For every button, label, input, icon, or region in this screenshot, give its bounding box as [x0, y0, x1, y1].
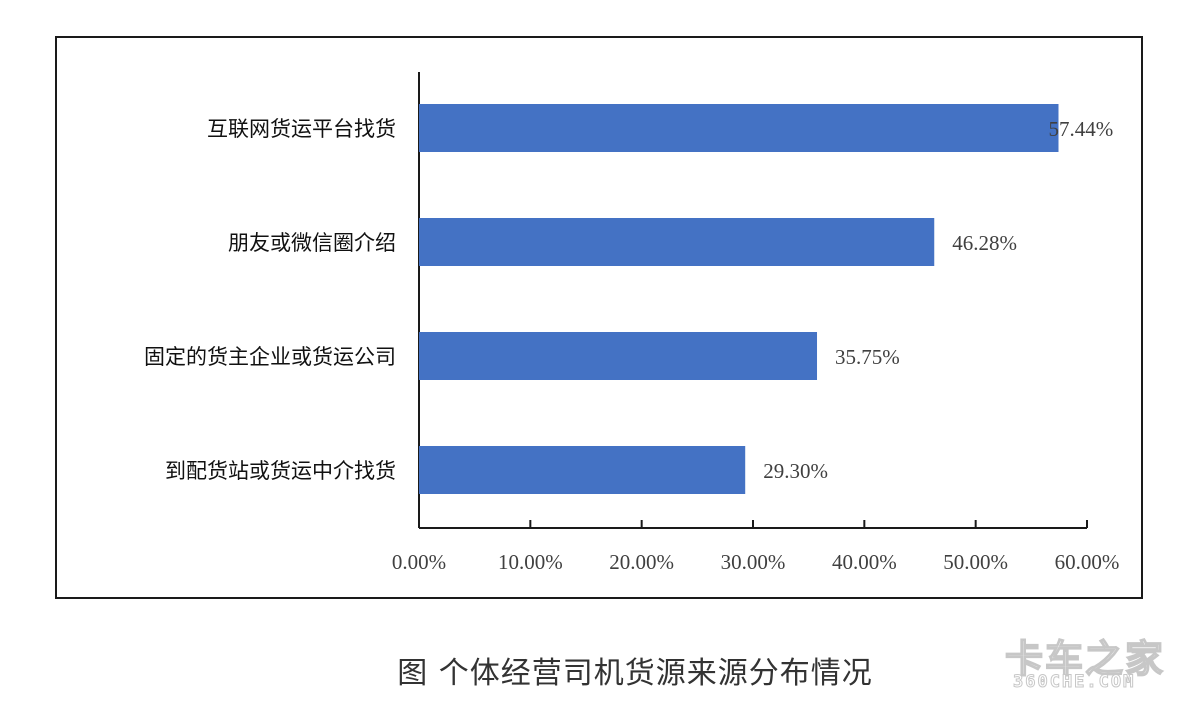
x-tick-label: 20.00%: [609, 550, 674, 574]
x-tick-label: 10.00%: [498, 550, 563, 574]
watermark-logo: 卡车之家 360CHE.COM: [1004, 628, 1180, 698]
x-tick-label: 30.00%: [721, 550, 786, 574]
category-label: 固定的货主企业或货运公司: [144, 345, 396, 369]
category-label: 互联网货运平台找货: [207, 117, 396, 141]
watermark-brand-text: 卡车之家: [1004, 636, 1166, 682]
bar-chart: 0.00% 10.00% 20.00% 30.00% 40.00% 50.00% 60.00…: [144, 72, 1120, 574]
bar: [419, 332, 818, 380]
value-label: 57.44%: [1048, 117, 1113, 141]
x-tick-label: 60.00%: [1055, 550, 1120, 574]
bar: [419, 446, 746, 494]
chart-frame: 0.00% 10.00% 20.00% 30.00% 40.00% 50.00% 60.00…: [55, 36, 1143, 599]
value-label: 46.28%: [952, 231, 1017, 255]
figure-caption: 图 个体经营司机货源来源分布情况: [397, 656, 873, 691]
x-tick-label: 40.00%: [832, 550, 897, 574]
value-label: 29.30%: [763, 459, 828, 483]
x-tick-label: 0.00%: [392, 550, 446, 574]
bar: [419, 218, 935, 266]
bar: [419, 104, 1059, 152]
category-label: 朋友或微信圈介绍: [228, 231, 396, 255]
watermark-domain-text: 360CHE.COM: [1012, 672, 1136, 693]
category-label: 到配货站或货运中介找货: [165, 459, 396, 483]
value-label: 35.75%: [835, 345, 900, 369]
x-tick-label: 50.00%: [943, 550, 1008, 574]
